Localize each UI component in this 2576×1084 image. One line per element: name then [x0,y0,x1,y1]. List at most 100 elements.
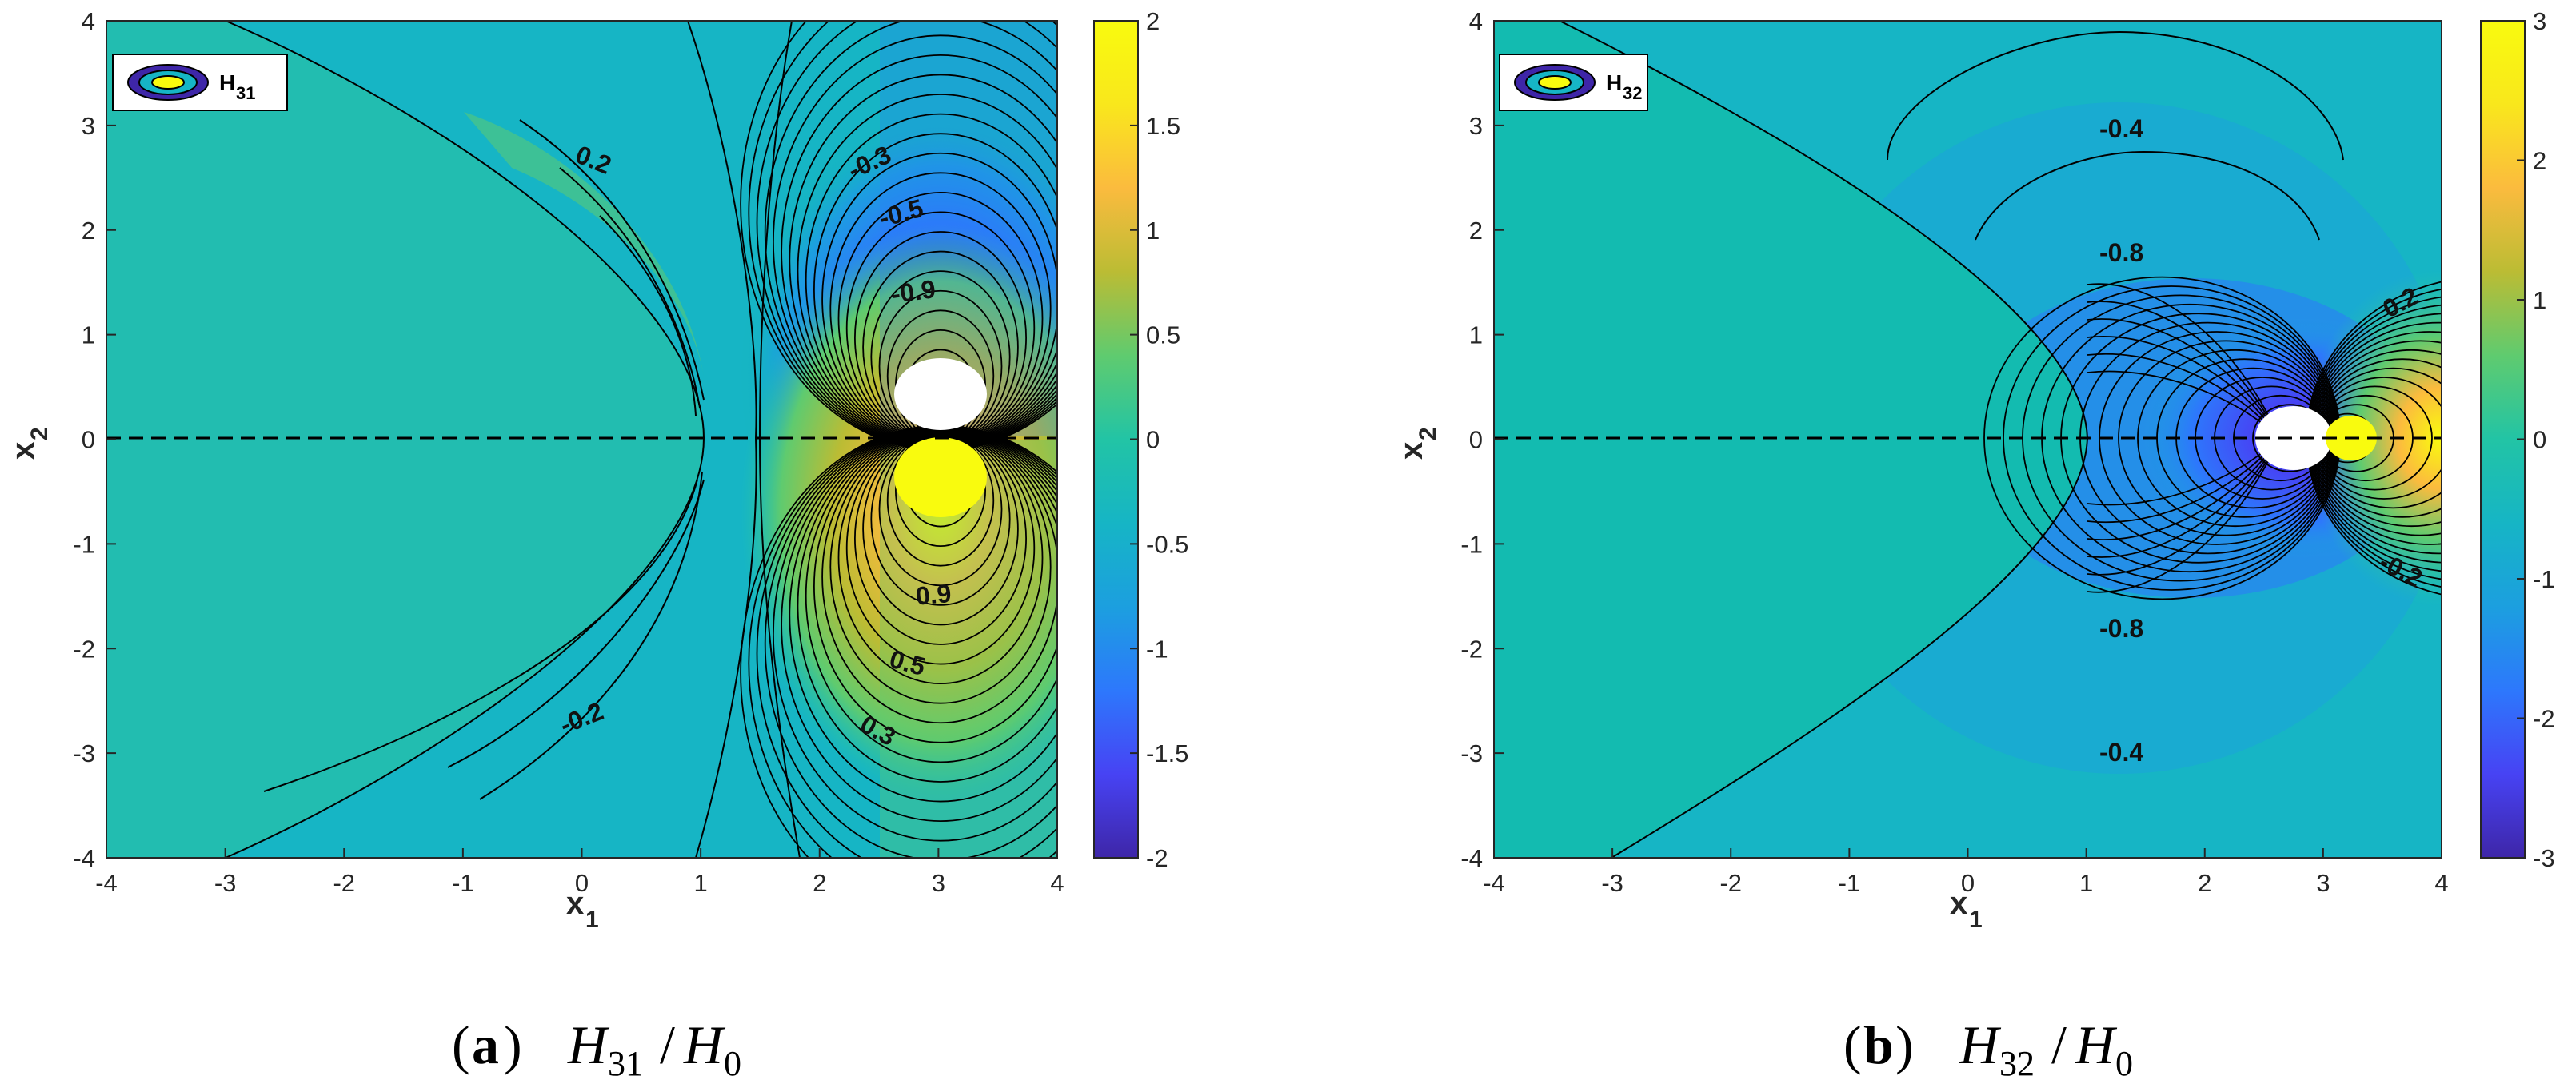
caption-open-paren: ( [452,1014,470,1075]
x-axis-label-sub-a: 1 [585,907,599,933]
caption-denominator-sub: 0 [724,1044,741,1083]
panel-b: -0.4 -0.8 0.2 -0.2 -0.8 -0.4 H 32 -4 -3 -2… [1394,7,2555,1083]
x-tick-label: -1 [452,869,474,897]
x-axis-label-a: x [566,886,584,921]
upper-green-band-a [464,112,704,376]
x-axis-label-b: x [1950,886,1967,921]
legend-label: H [219,70,235,95]
contour-label: -0.4 [2099,114,2143,143]
svg-text:x: x [1394,442,1429,460]
colorbar-tick-label: -1.5 [1146,739,1188,767]
x-tick-label: -3 [1601,869,1623,897]
colorbar-tick-label: -0.5 [1146,530,1188,558]
caption-numerator-sub: 31 [608,1044,643,1083]
colorbar-tick-label: -3 [2533,844,2555,872]
legend-label: H [1606,70,1622,95]
axis-ticks-a: -4 -3 -2 -1 0 1 2 3 4 4 3 2 1 0 -1 -2 -3 -4 [73,7,1064,897]
contour-label: -0.9 [889,274,937,309]
colorbar-tick-label: -2 [2533,705,2555,733]
x-tick-label: -1 [1839,869,1861,897]
colorbar-a: 2 1.5 1 0.5 0 -0.5 -1 -1.5 -2 [1093,7,1188,872]
x-tick-label: -3 [214,869,237,897]
colorbar-tick-label: 0 [1146,426,1160,454]
x-tick-label: 4 [2434,869,2448,897]
y-tick-label: -2 [1460,635,1483,663]
x-tick-label: -2 [1719,869,1742,897]
y-tick-label: -3 [73,739,95,767]
x-tick-label: 2 [813,869,826,897]
y-tick-label: 1 [1469,321,1483,349]
x-tick-label: 1 [694,869,708,897]
y-tick-label: -3 [1460,739,1483,767]
y-tick-label: 1 [82,321,95,349]
caption-numerator: H [567,1014,610,1075]
x-tick-label: 3 [2316,869,2330,897]
caption-slash: / [660,1014,675,1075]
colorbar-tick-label: 3 [2533,7,2546,35]
svg-text:2: 2 [1415,427,1441,440]
legend-sub: 32 [1623,83,1642,103]
caption-numerator-sub: 32 [1999,1044,2035,1083]
white-lobe-b [2255,406,2332,470]
x-tick-label: 3 [932,869,945,897]
colorbar-tick-label: 2 [1146,7,1160,35]
y-tick-label: -4 [1460,844,1483,872]
caption-b: ( b ) H 32 / H 0 [1843,1014,2133,1083]
plot-area-b [1494,21,2442,858]
contour-label: -0.8 [2099,614,2143,643]
y-tick-label: 0 [82,426,95,454]
caption-close-paren: ) [1895,1014,1914,1075]
colorbar-tick-label: -1 [2533,565,2555,593]
caption-denominator: H [2075,1014,2118,1075]
y-tick-label: 4 [82,7,95,35]
colorbar-b: 3 2 1 0 -1 -2 -3 [2480,7,2555,872]
caption-denominator: H [683,1014,726,1075]
x-tick-label: -4 [1483,869,1505,897]
y-tick-label: 3 [82,112,95,140]
panel-a: 0.2 -0.3 -0.5 -0.9 0.9 0.5 0.3 -0.2 H 31… [6,7,1188,1083]
y-axis-label-a: x 2 [6,427,53,460]
y-tick-label: 4 [1469,7,1483,35]
y-tick-label: 3 [1469,112,1483,140]
colorbar-tick-label: 0 [2533,426,2546,454]
colorbar-tick-label: 2 [2533,147,2546,175]
caption-numerator: H [1959,1014,2002,1075]
colorbar-tick-label: 1 [1146,217,1160,245]
legend-icon-inner [151,75,185,90]
contour-label: -0.8 [2099,238,2143,267]
legend-b: H 32 [1499,54,1648,111]
x-tick-label: 0 [1961,869,1975,897]
colorbar-tick-label: -1 [1146,635,1168,663]
y-tick-label: -1 [73,530,95,558]
caption-open-paren: ( [1843,1014,1862,1075]
x-axis-label-sub-b: 1 [1969,907,1983,933]
y-tick-label: 0 [1469,426,1483,454]
legend-a: H 31 [112,54,288,111]
contour-lines-a [225,21,801,858]
svg-text:2: 2 [26,427,53,440]
x-tick-label: 0 [575,869,589,897]
colorbar-tick-label: 0.5 [1146,321,1180,349]
plot-area-a [106,21,1057,858]
y-tick-label: -4 [73,844,95,872]
y-tick-label: -2 [73,635,95,663]
x-tick-label: -2 [333,869,355,897]
svg-text:x: x [6,442,41,460]
colorbar-tick-label: 1.5 [1146,112,1180,140]
x-tick-label: 1 [2079,869,2093,897]
caption-a: ( a ) H 31 / H 0 [452,1014,741,1083]
contour-label: -0.4 [2099,738,2143,767]
caption-close-paren: ) [504,1014,522,1075]
caption-letter: a [472,1014,499,1075]
x-tick-label: 4 [1050,869,1064,897]
y-tick-label: 2 [1469,217,1483,245]
x-tick-label: 2 [2198,869,2211,897]
legend-icon-inner [1538,75,1572,90]
yellow-lobe-a [894,437,987,517]
y-axis-label-b: x 2 [1394,427,1441,460]
colorbar-ticks-a: 2 1.5 1 0.5 0 -0.5 -1 -1.5 -2 [1130,7,1188,872]
y-tick-label: -1 [1460,530,1483,558]
legend-sub: 31 [236,83,255,103]
